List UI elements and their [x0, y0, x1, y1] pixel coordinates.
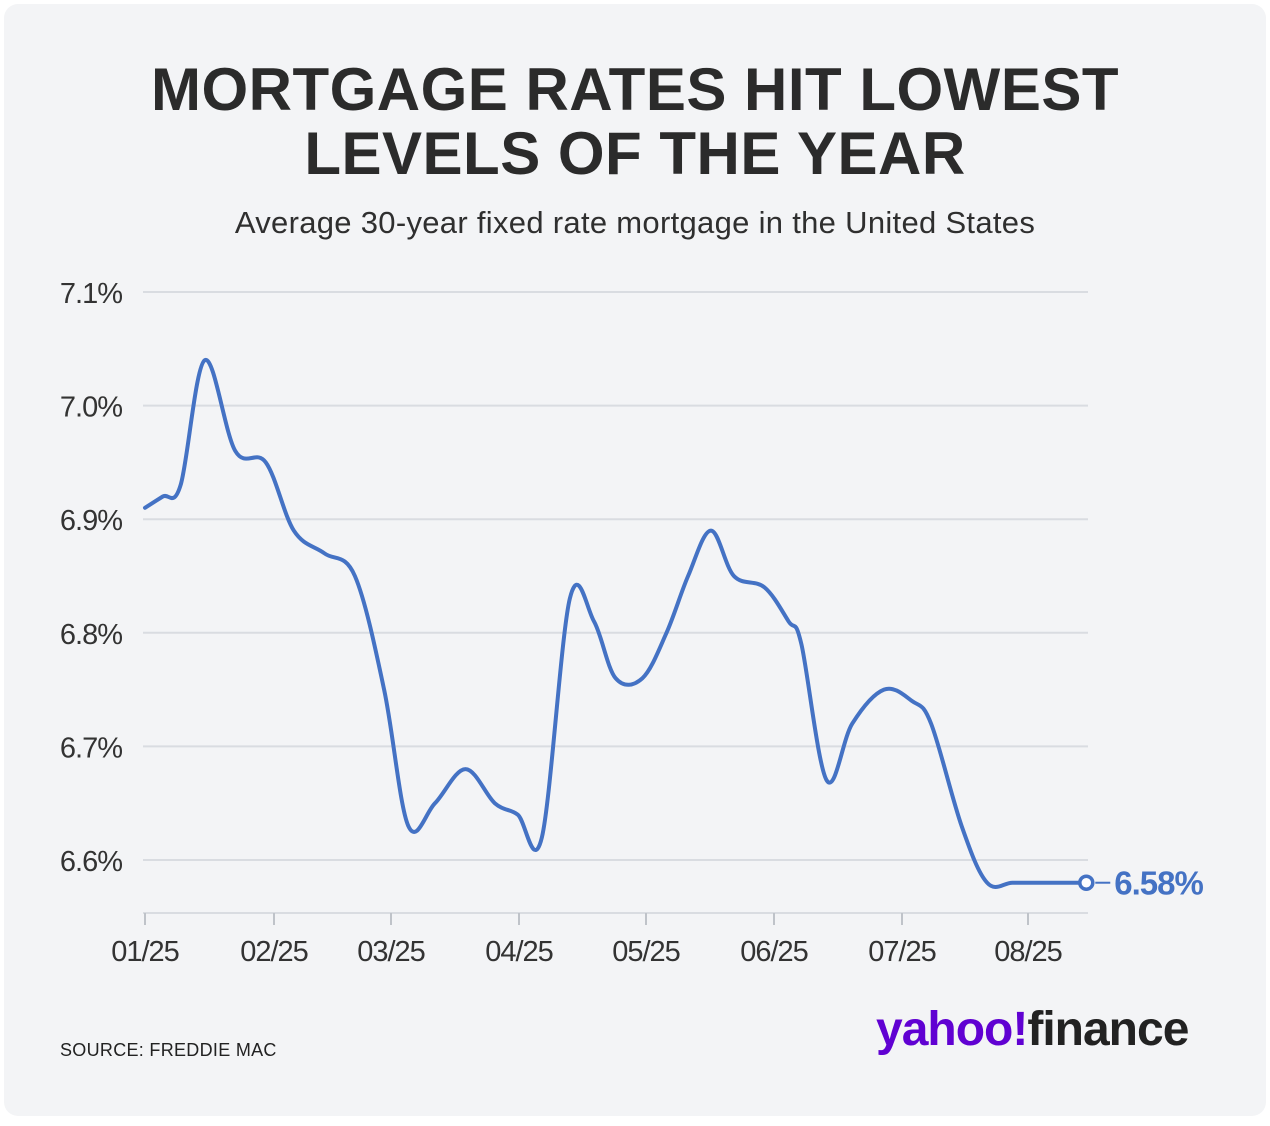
- title-line-2: LEVELS OF THE YEAR: [304, 120, 966, 187]
- y-tick-label: 6.9%: [60, 505, 122, 537]
- y-tick-label: 7.0%: [60, 392, 122, 424]
- y-tick-label: 7.1%: [60, 278, 122, 310]
- y-tick-label: 6.7%: [60, 732, 122, 764]
- last-point-marker: [1078, 874, 1095, 891]
- series-line: [143, 358, 1089, 889]
- chart-card: [4, 4, 1266, 1116]
- logo-brand: yahoo!: [876, 1003, 1028, 1056]
- last-point-label: 6.58%: [1114, 865, 1203, 902]
- y-tick-label: 6.6%: [60, 846, 122, 878]
- x-tick-label: 01/25: [111, 936, 179, 968]
- x-tick-label: 06/25: [740, 936, 808, 968]
- x-tick-label: 03/25: [357, 936, 425, 968]
- title-line-1: MORTGAGE RATES HIT LOWEST: [150, 56, 1120, 123]
- x-tick-label: 02/25: [240, 936, 308, 968]
- source-note: SOURCE: FREDDIE MAC: [60, 1040, 277, 1060]
- x-tick-label: 07/25: [868, 936, 936, 968]
- x-tick-label: 08/25: [994, 936, 1062, 968]
- y-tick-label: 6.8%: [60, 619, 122, 651]
- chart-title: MORTGAGE RATES HIT LOWEST LEVELS OF THE …: [0, 58, 1270, 186]
- yahoo-finance-logo: yahoo!finance: [876, 1002, 1189, 1057]
- x-tick-label: 04/25: [485, 936, 553, 968]
- chart-subtitle: Average 30-year fixed rate mortgage in t…: [234, 205, 1036, 240]
- x-tick-label: 05/25: [612, 936, 680, 968]
- logo-product: finance: [1027, 1003, 1189, 1056]
